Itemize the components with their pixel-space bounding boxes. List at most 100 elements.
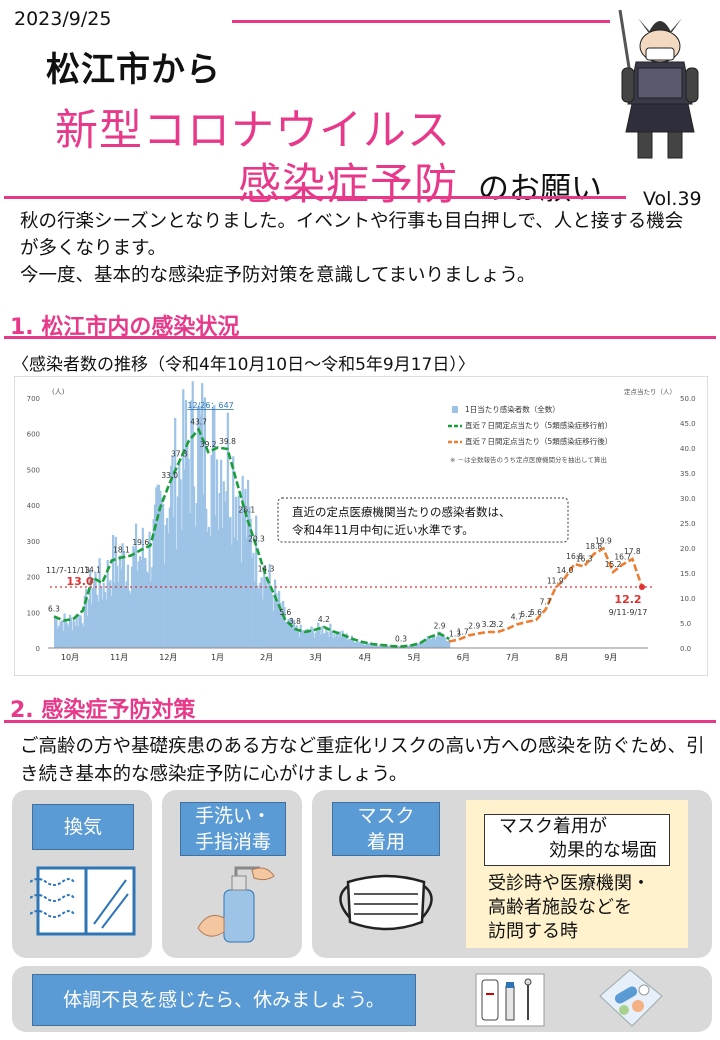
daily-case-bar [107,582,111,648]
point-label: 18.1 [113,546,130,555]
daily-case-bar [186,442,189,648]
daily-case-bar [163,563,166,648]
daily-case-bar [256,585,259,648]
point-label: 14.1 [84,566,101,575]
daily-case-bar [237,495,240,648]
daily-case-bar [201,383,204,648]
daily-case-bar [350,635,354,648]
daily-case-bar [298,637,301,648]
daily-case-bar [259,582,262,648]
annotation-line-1: 直近の定点医療機関当たりの感染者数は、 [292,505,511,519]
daily-case-bar [356,640,359,648]
daily-case-bar [203,397,206,648]
daily-case-bar [418,642,421,648]
mask-label: マスク 着用 [332,802,440,856]
daily-case-bar [179,479,182,648]
daily-case-bar [89,570,92,648]
daily-case-bar [268,563,271,648]
right-tick-label: 45.0 [680,420,696,428]
daily-case-bar [358,641,362,648]
daily-case-bar [78,614,81,648]
face-mask-icon [339,874,433,931]
daily-case-bar [71,630,74,648]
daily-case-bar [113,582,116,648]
point-label: 2.9 [434,622,446,631]
point-label: 3.2 [491,620,503,629]
daily-case-bar [190,400,193,648]
legend-label: 直近７日間定点当たり（5類感染症移行後） [465,436,612,446]
mask-situation-text: 受診時や医療機関・ 高齢者施設などを 訪問する時 [488,872,684,944]
daily-case-bar [187,458,190,648]
daily-case-bar [167,533,170,648]
daily-case-bar [205,508,208,648]
daily-case-bar [141,527,144,648]
daily-case-bar [363,644,366,648]
daily-case-bar [253,580,256,648]
daily-case-bar [431,636,435,648]
daily-case-bar [134,523,138,648]
daily-case-bar [305,629,308,648]
daily-case-bar [168,507,171,648]
daily-case-bar [412,645,416,648]
daily-case-bar [188,513,192,648]
daily-case-bar [251,558,254,648]
daily-case-bar [215,459,219,648]
right-tick-label: 25.0 [680,520,696,528]
point-label: 7.7 [540,598,552,607]
point-label: 39.2 [200,440,217,449]
mask-label-line-2: 着用 [366,831,405,853]
daily-case-bar [156,484,159,648]
daily-case-bar [310,626,313,648]
point-label: 3.2 [482,620,494,629]
mask-effective-line-1: マスク着用が [499,816,607,837]
daily-case-bar [170,465,173,648]
point-label: 14.3 [258,565,275,574]
legend-label: 直近７日間定点当たり（5類感染症移行前） [465,420,612,430]
daily-case-bar [56,628,59,648]
daily-case-bar [294,627,297,648]
daily-case-bar [219,459,223,648]
daily-case-bar [323,633,327,648]
daily-case-bar [396,646,399,648]
daily-case-bar [195,503,198,648]
point-label: 18.8 [585,542,602,551]
point-label: 14.0 [557,566,574,575]
ref-range-right: 9/11-9/17 [609,608,648,617]
month-label: 6月 [457,653,470,662]
month-label: 5月 [408,653,421,662]
daily-case-bar [232,456,235,648]
daily-case-bar [352,638,355,648]
test-kit-icon [475,973,545,1027]
daily-case-bar [244,488,247,648]
handwash-label-line-2: 手指消毒 [194,831,271,853]
daily-case-bar [105,599,108,648]
daily-case-bar [60,620,63,648]
daily-case-bar [72,620,76,648]
daily-case-bar [439,634,443,648]
daily-case-bar [331,638,335,648]
daily-case-bar [224,501,227,648]
daily-case-bar [344,637,347,648]
daily-case-bar [133,547,136,648]
daily-case-bar [217,529,220,648]
medicine-icon [599,969,663,1027]
daily-case-bar [269,586,273,648]
annotation-line-2: 令和4年11月中旬に近い水準です。 [292,523,474,537]
month-label: 11月 [110,653,128,662]
daily-case-bar [318,627,321,648]
daily-case-bar [151,567,154,648]
daily-case-bar [172,516,175,648]
infection-chart: 700 600 500 400 300 200 100 0 (人) 50.0 45.0 40.0 35.… [14,376,708,676]
daily-case-bar [221,527,224,648]
daily-case-bar [211,407,215,648]
section-2-paragraph: ご高齢の方や基礎疾患のある方など重症化リスクの高い方への感染を防ぐため、引き続き… [20,736,705,785]
point-label: 26.1 [238,506,255,515]
daily-case-bar [132,546,135,648]
handwash-label: 手洗い・ 手指消毒 [180,802,286,856]
legend-note: ※ －は全数報告のうち定点医療機関分を抽出して算出 [450,455,607,464]
daily-case-bar [143,557,146,648]
daily-case-bar [433,635,436,648]
daily-case-bar [330,630,333,648]
point-label: 16.3 [576,555,593,564]
daily-case-bar [283,607,286,648]
